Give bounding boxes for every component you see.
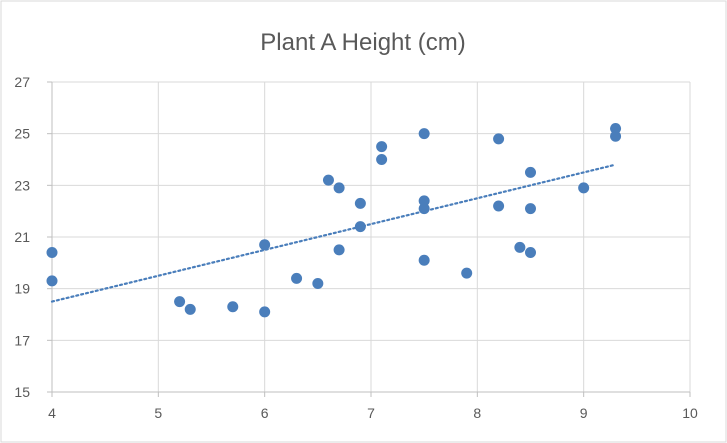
data-point <box>514 241 526 253</box>
chart-title: Plant A Height (cm) <box>260 29 465 56</box>
axes <box>47 81 691 397</box>
x-tick-label: 4 <box>48 405 56 421</box>
data-point <box>578 182 590 194</box>
data-point <box>354 221 366 233</box>
data-point <box>610 123 622 134</box>
data-point <box>461 267 473 279</box>
x-tick-label: 9 <box>580 405 588 421</box>
data-point <box>46 247 58 258</box>
x-tick-label: 6 <box>261 405 269 421</box>
trendline <box>50 163 617 303</box>
data-point <box>259 306 271 318</box>
trendline-layer <box>50 163 617 303</box>
y-tick-label: 19 <box>14 281 30 297</box>
data-point <box>291 272 303 284</box>
data-point <box>525 203 536 215</box>
x-tick-label: 8 <box>473 405 481 421</box>
data-point <box>184 303 196 315</box>
y-tick-label: 15 <box>14 384 30 400</box>
data-point <box>333 244 345 256</box>
data-point <box>525 166 536 178</box>
data-points <box>46 123 622 318</box>
data-point <box>227 301 239 313</box>
y-tick-label: 17 <box>14 332 30 348</box>
data-point <box>46 275 58 287</box>
gridlines <box>52 81 691 392</box>
data-point <box>418 254 430 266</box>
y-tick-label: 25 <box>14 126 30 142</box>
tick-labels: 15 17 19 21 23 25 27 4 5 6 7 8 9 10 <box>14 74 698 421</box>
data-point <box>525 247 536 258</box>
data-point <box>376 141 388 153</box>
data-point <box>354 197 366 209</box>
data-point <box>493 133 505 145</box>
data-point <box>259 239 271 251</box>
y-tick-label: 23 <box>14 177 30 193</box>
data-point <box>322 174 334 186</box>
x-tick-label: 7 <box>367 405 375 421</box>
data-point <box>418 203 430 215</box>
data-point <box>493 200 505 212</box>
data-point <box>418 195 430 207</box>
x-tick-label: 10 <box>682 405 698 421</box>
data-point <box>610 130 622 142</box>
data-point <box>333 182 345 194</box>
data-point <box>418 128 430 140</box>
data-point <box>174 296 186 308</box>
y-tick-label: 27 <box>14 74 30 90</box>
data-point <box>312 278 324 289</box>
y-tick-label: 21 <box>14 229 30 245</box>
data-point <box>376 154 388 165</box>
x-tick-label: 5 <box>154 405 162 421</box>
